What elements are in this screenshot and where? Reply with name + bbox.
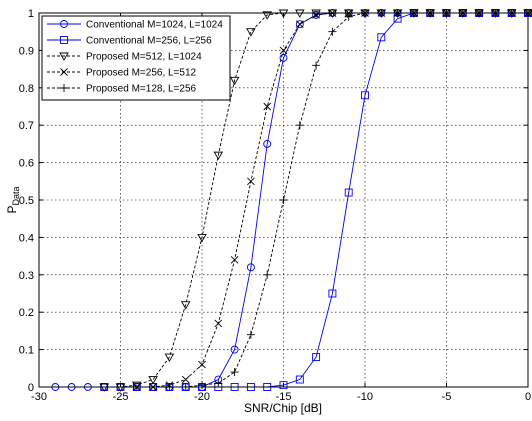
series-3-point <box>246 28 256 37</box>
x-tick-labels: -30 -25 -20 -15 -10 -5 0 <box>31 391 531 403</box>
series-3-point <box>197 233 207 243</box>
y-tick-label: 1 <box>28 8 34 20</box>
x-tick-label: -30 <box>31 391 47 403</box>
y-tick-label: 0.8 <box>19 83 34 95</box>
series-1-point <box>230 345 239 354</box>
x-axis-label: SNR/Chip [dB] <box>244 401 322 415</box>
x-tick-label: -10 <box>357 391 373 403</box>
series-5-point <box>214 379 223 388</box>
y-axis-label-main: P <box>5 206 19 214</box>
series-4-point <box>279 46 288 55</box>
legend-marker-2 <box>60 36 68 44</box>
legend-entry-3: Proposed M=512, L=1024 <box>86 52 202 63</box>
legend-entry-2: Conventional M=256, L=256 <box>86 36 212 47</box>
legend-box <box>41 15 231 101</box>
y-tick-label: 0.6 <box>19 158 34 170</box>
y-axis-label-subscript: Data <box>11 186 21 205</box>
x-tick-label: -25 <box>113 391 129 403</box>
series-4-point <box>214 319 223 328</box>
legend-marker-1 <box>60 20 68 28</box>
y-tick-label: 0 <box>28 382 34 394</box>
series-5-point <box>230 368 239 377</box>
series-3-point <box>262 11 272 20</box>
series-4-point <box>247 177 255 186</box>
series-4-point <box>230 256 239 264</box>
series-5-point <box>263 270 272 279</box>
series-2-point <box>279 381 288 390</box>
x-tick-label: -15 <box>276 391 292 403</box>
series-3-point <box>229 76 240 86</box>
legend: Conventional M=1024, L=1024 Conventional … <box>41 15 231 101</box>
legend-marker-5 <box>60 84 68 92</box>
series-1-point <box>263 139 272 148</box>
legend-entry-1: Conventional M=1024, L=1024 <box>86 20 223 31</box>
y-tick-label: 0.3 <box>19 270 34 282</box>
series-5-point <box>344 12 353 21</box>
series-1-point <box>279 53 288 62</box>
series-5-point <box>328 27 337 36</box>
series-2-point <box>312 353 321 362</box>
series-3-point <box>148 376 158 385</box>
series-2-point <box>361 91 369 100</box>
y-tick-labels: 0 0.1 0.2 0.3 0.4 0.5 0.6 0.7 0.8 0.9 1 <box>19 8 34 394</box>
series-3-point <box>180 301 191 310</box>
series-5-point <box>312 61 321 70</box>
series-4-point <box>263 102 272 111</box>
series-3-point <box>164 353 175 362</box>
series-1-point <box>246 263 255 272</box>
legend-marker-3 <box>59 52 69 61</box>
series-3-point <box>213 151 224 161</box>
series-4-point <box>181 375 190 384</box>
x-tick-label: -5 <box>442 391 452 403</box>
series-2-point <box>344 188 353 197</box>
y-tick-label: 0.1 <box>19 345 34 357</box>
legend-marker-4 <box>60 68 68 76</box>
x-tick-label: -20 <box>194 391 210 403</box>
y-tick-label: 0.4 <box>19 232 34 244</box>
series-1-point <box>295 20 304 29</box>
series-4-point <box>295 20 304 29</box>
y-tick-label: 0.7 <box>19 120 34 132</box>
series-5-point <box>279 196 288 204</box>
legend-entry-4: Proposed M=256, L=512 <box>86 68 197 79</box>
series-2-point <box>377 33 386 42</box>
y-axis-label: PData <box>5 186 21 213</box>
legend-entry-5: Proposed M=128, L=256 <box>86 84 197 95</box>
series-5-point <box>246 330 255 339</box>
series-2-point <box>295 375 304 384</box>
series-4-point <box>198 360 206 369</box>
y-axis-label-group: PData <box>5 186 21 213</box>
series-2-point <box>328 289 337 298</box>
series-5-point <box>295 121 304 130</box>
y-tick-label: 0.9 <box>19 45 34 57</box>
x-tick-label: 0 <box>525 391 531 403</box>
y-tick-label: 0.2 <box>19 307 34 319</box>
y-tick-label: 0.5 <box>19 195 34 207</box>
